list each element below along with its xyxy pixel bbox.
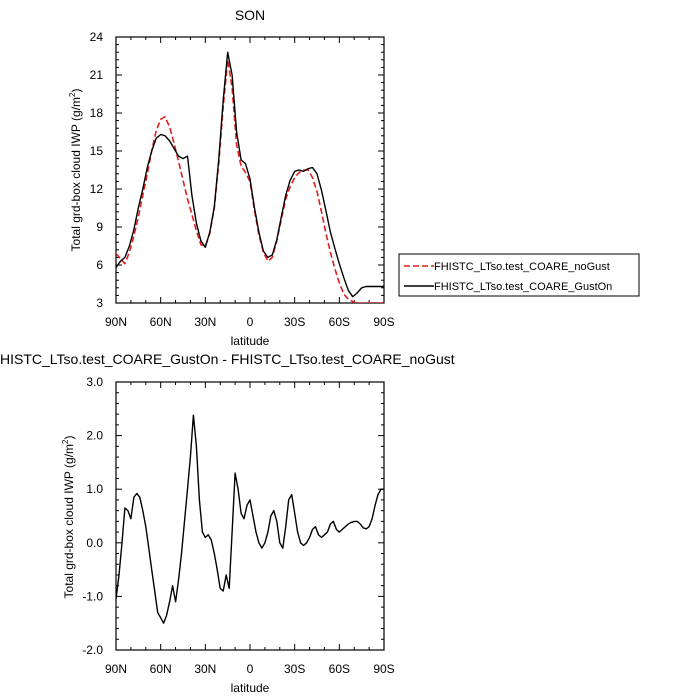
- chart2-y-tick-label: -1.0: [82, 589, 103, 603]
- chart1-y-tick-label: 24: [90, 30, 104, 44]
- chart2-x-tick-label: 90S: [373, 662, 394, 676]
- chart1-plot: 90N 60N 30N 0 30S 60S 90S 3 6 9 12 15 18 21 24: [90, 30, 395, 329]
- chart2-y-tick-label: 0.0: [86, 536, 103, 550]
- chart1-y-tick-label: 15: [90, 144, 104, 158]
- chart1-series-line-1: [116, 51, 384, 298]
- chart2-y-tick-label: 3.0: [86, 375, 103, 389]
- chart2-x-tick-label: 60N: [150, 662, 172, 676]
- chart1-series-line-0: [116, 59, 384, 303]
- chart2-y-axis-label-main: Total grd-box cloud IWP (g/m: [62, 444, 76, 599]
- chart1-x-tick-label: 30S: [284, 315, 305, 329]
- legend-label-nogust: FHISTC_LTso.test_COARE_noGust: [434, 261, 610, 273]
- chart2-y-axis-label-sup: 2: [61, 439, 70, 444]
- chart2-y-axis-label: Total grd-box cloud IWP (g/m2): [61, 436, 76, 599]
- chart1-x-tick-label: 60S: [329, 315, 350, 329]
- chart2-series-line-0: [116, 414, 384, 624]
- chart1-y-tick-label: 12: [90, 182, 104, 196]
- legend-label-guston: FHISTC_LTso.test_COARE_GustOn: [434, 281, 612, 293]
- chart1-title: SON: [235, 7, 265, 23]
- chart1-frame: [115, 36, 385, 304]
- chart1-y-tick-label: 6: [96, 258, 103, 272]
- chart2-y-tick-label: 2.0: [86, 429, 103, 443]
- chart2-x-tick-label: 30N: [194, 662, 216, 676]
- chart1-y-axis-label-end: ): [69, 89, 83, 93]
- chart1-x-tick-label: 0: [247, 315, 254, 329]
- chart2-x-tick-label: 30S: [284, 662, 305, 676]
- chart1-y-tick-label: 9: [96, 220, 103, 234]
- chart2-x-tick-label: 90N: [105, 662, 127, 676]
- chart1-x-tick-label: 90N: [105, 315, 127, 329]
- chart1-y-tick-label: 3: [96, 296, 103, 310]
- chart1-x-axis-label: latitude: [231, 334, 270, 348]
- chart2-y-tick-label: -2.0: [82, 643, 103, 657]
- chart2-title: HISTC_LTso.test_COARE_GustOn - FHISTC_LT…: [0, 351, 455, 367]
- legend-box: [398, 253, 640, 297]
- chart1-y-axis-label-sup: 2: [68, 92, 77, 97]
- chart1-y-tick-label: 21: [90, 68, 104, 82]
- chart1-y-axis-label: Total grd-box cloud IWP (g/m2): [68, 89, 83, 252]
- chart2-y-tick-label: 1.0: [86, 482, 103, 496]
- chart2-x-axis-label: latitude: [231, 681, 270, 695]
- chart1-x-tick-label: 30N: [194, 315, 216, 329]
- chart1-x-tick-label: 60N: [150, 315, 172, 329]
- chart1-y-axis-label-main: Total grd-box cloud IWP (g/m: [69, 97, 83, 252]
- chart2-plot: 90N 60N 30N 0 30S 60S 90S -2.0 -1.0 0.0 1.0 2.0 3.0: [82, 375, 394, 676]
- chart2-x-tick-label: 60S: [329, 662, 350, 676]
- chart2-frame: [115, 381, 385, 651]
- chart2-x-tick-label: 0: [247, 662, 254, 676]
- chart1-y-tick-label: 18: [90, 106, 104, 120]
- chart2-y-axis-label-end: ): [62, 436, 76, 440]
- chart1-x-tick-label: 90S: [373, 315, 394, 329]
- chart1-legend: FHISTC_LTso.test_COARE_noGust FHISTC_LTs…: [398, 253, 640, 297]
